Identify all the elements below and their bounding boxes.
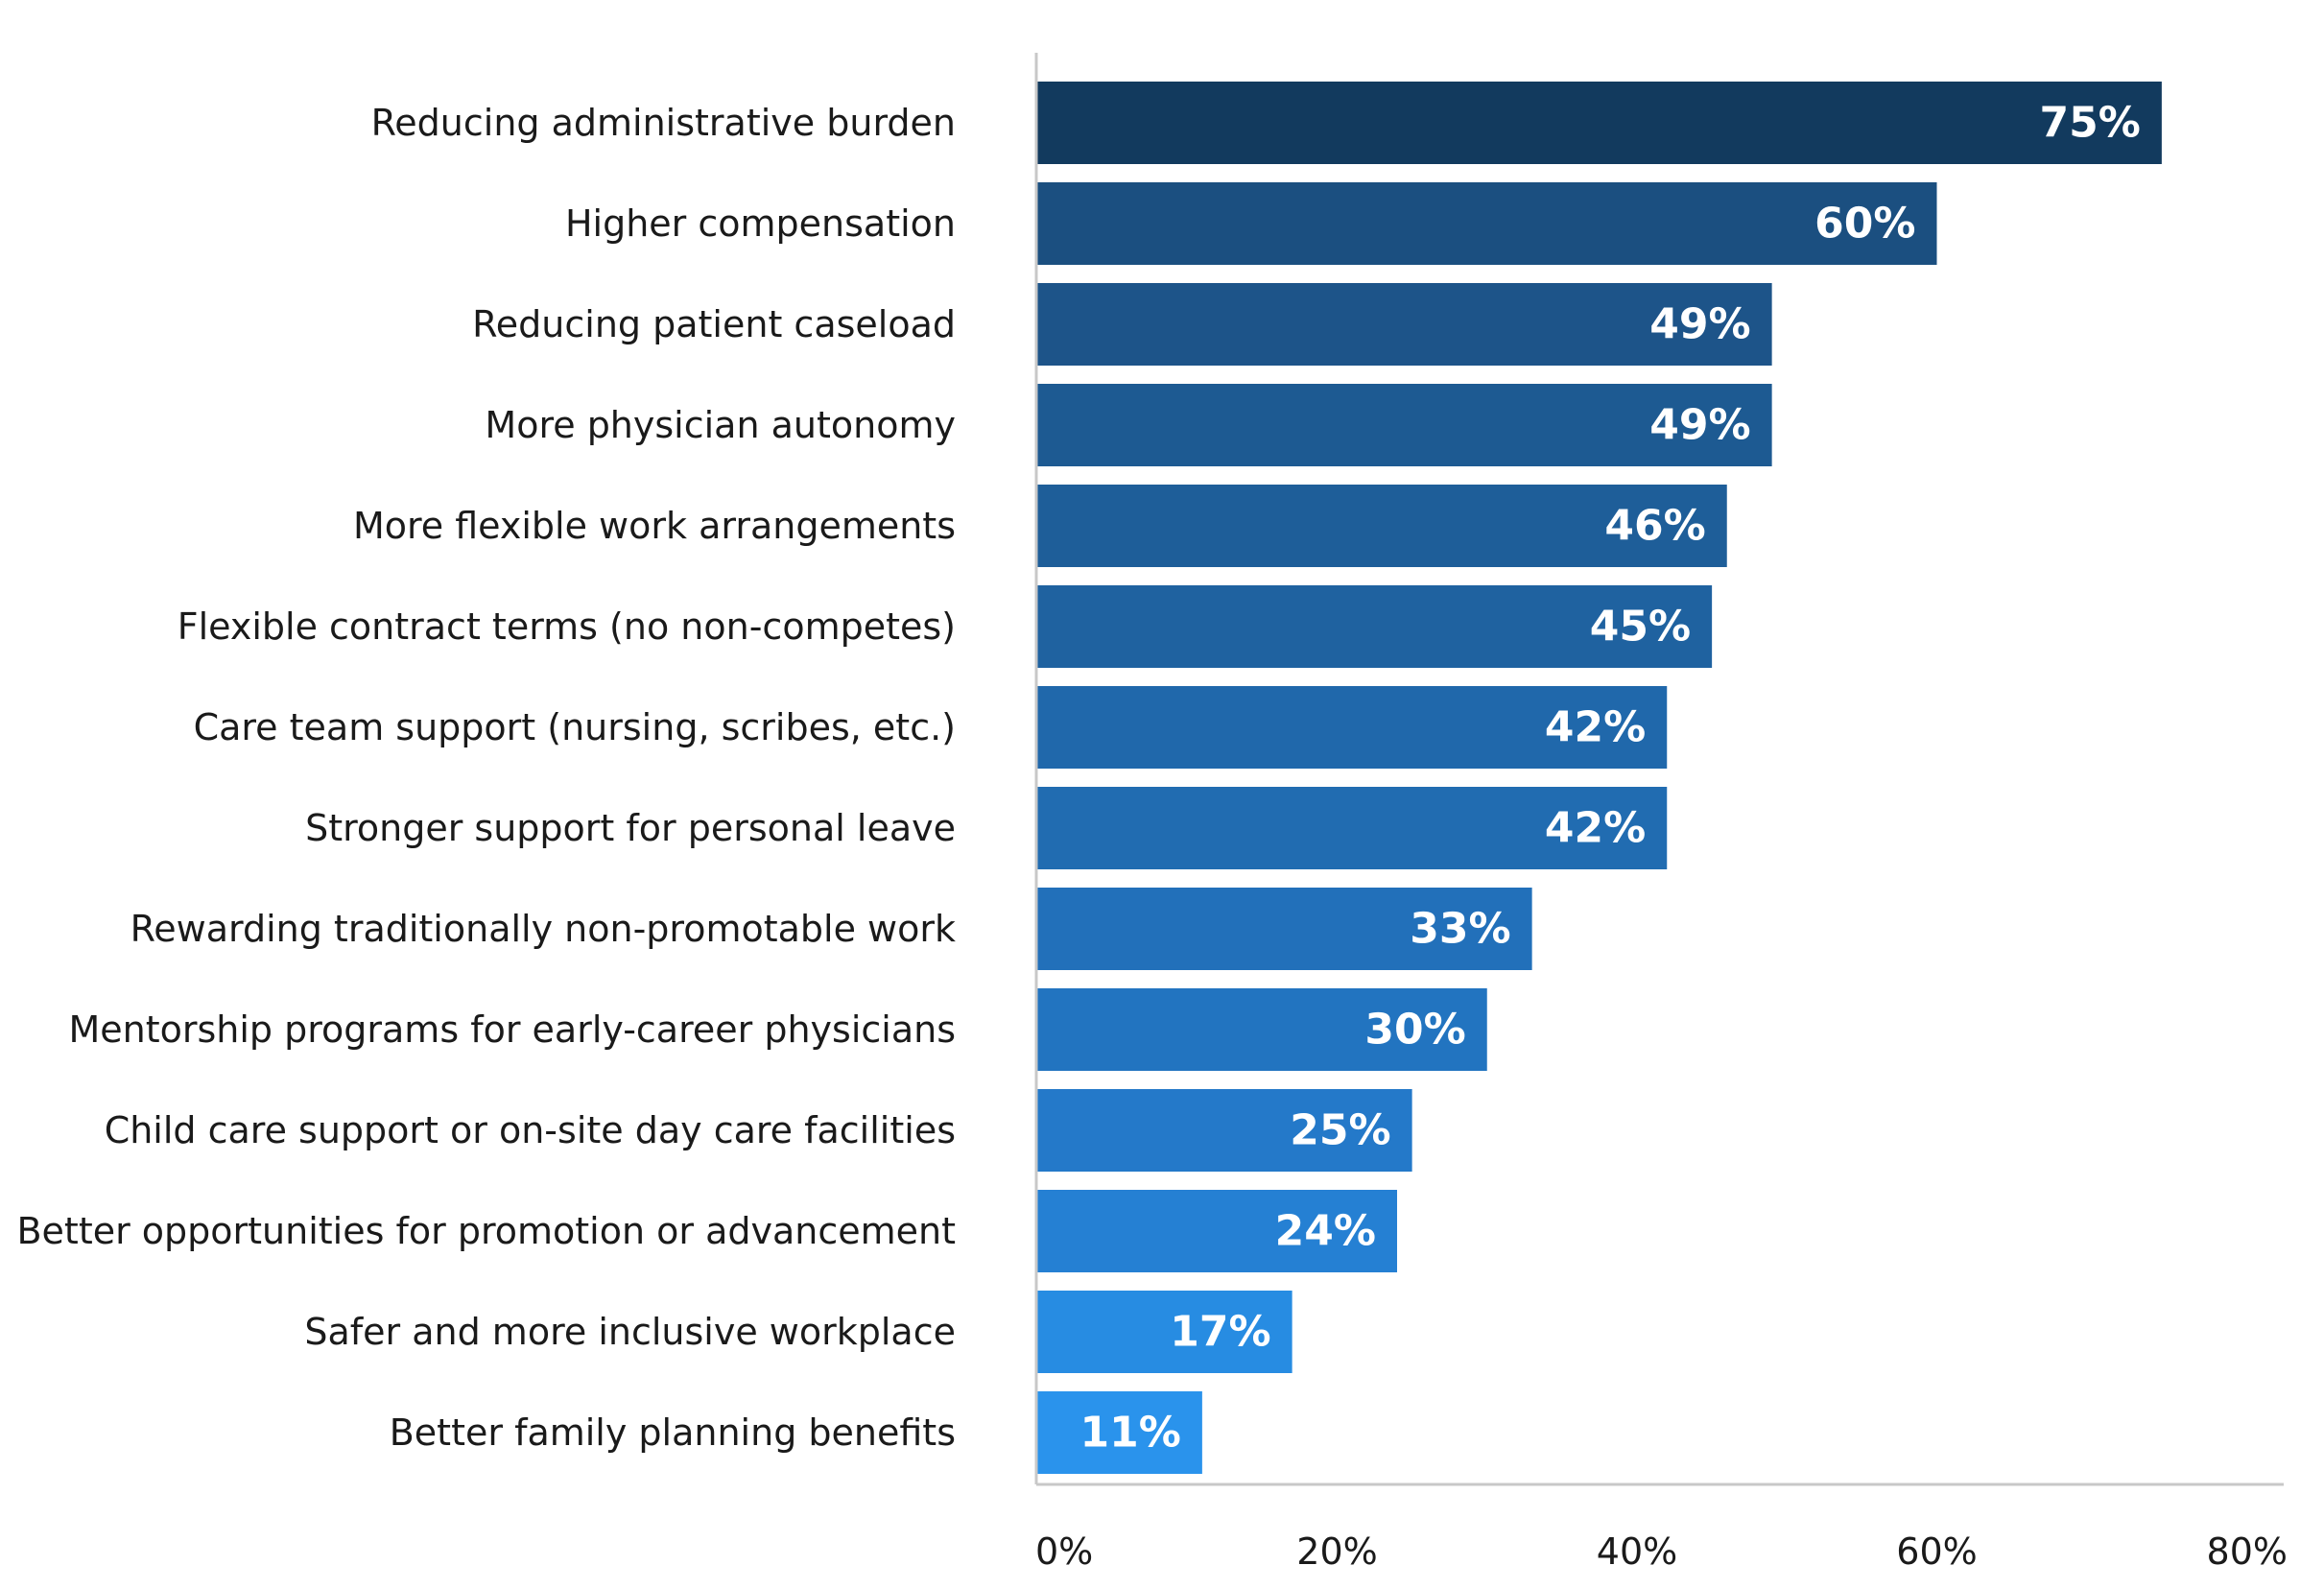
value-label: 30% xyxy=(1364,1006,1465,1055)
category-label: Higher compensation xyxy=(565,202,956,245)
bar-flexible-contract-terms-no-non-competes xyxy=(1037,585,1713,668)
value-label: 24% xyxy=(1275,1207,1376,1256)
x-tick-label: 40% xyxy=(1597,1530,1677,1573)
bar-reducing-administrative-burden xyxy=(1037,82,2162,164)
value-label: 33% xyxy=(1410,905,1510,954)
bar-more-flexible-work-arrangements xyxy=(1037,485,1727,567)
bar-rewarding-traditionally-non-promotable-work xyxy=(1037,888,1532,970)
x-tick-labels: 0% 20% 40% 60% 80% xyxy=(1035,1530,2288,1573)
category-label: Mentorship programs for early-career phy… xyxy=(68,1008,956,1051)
bars-group xyxy=(1037,82,2162,1474)
category-label: More flexible work arrangements xyxy=(353,505,956,547)
bar-mentorship-programs-for-early-career-physicians xyxy=(1037,988,1487,1071)
category-label: Better family planning benefits xyxy=(390,1411,956,1454)
bar-reducing-patient-caseload xyxy=(1037,283,1772,366)
x-tick-label: 60% xyxy=(1896,1530,1977,1573)
value-label: 42% xyxy=(1545,804,1646,853)
value-label: 75% xyxy=(2040,99,2141,148)
bar-better-family-planning-benefits xyxy=(1037,1391,1202,1474)
x-tick-label: 80% xyxy=(2207,1530,2288,1573)
bar-safer-and-more-inclusive-workplace xyxy=(1037,1291,1292,1373)
category-label: Stronger support for personal leave xyxy=(305,807,956,849)
value-label: 42% xyxy=(1545,703,1646,752)
value-label: 49% xyxy=(1649,300,1750,349)
bar-stronger-support-for-personal-leave xyxy=(1037,787,1668,869)
x-tick-label: 20% xyxy=(1296,1530,1377,1573)
category-label: Rewarding traditionally non-promotable w… xyxy=(130,908,956,950)
bar-higher-compensation xyxy=(1037,182,1937,265)
bar-more-physician-autonomy xyxy=(1037,384,1772,466)
value-label: 49% xyxy=(1649,401,1750,450)
value-label: 45% xyxy=(1590,603,1691,652)
category-labels: Reducing administrative burden Higher com… xyxy=(16,102,956,1454)
bar-care-team-support-nursing-scribes-etc xyxy=(1037,686,1668,769)
bar-child-care-support-or-on-site-day-care-facilities xyxy=(1037,1089,1412,1172)
category-label: Child care support or on-site day care f… xyxy=(105,1109,956,1151)
value-label: 60% xyxy=(1814,200,1915,249)
value-label: 17% xyxy=(1170,1308,1270,1357)
category-label: Flexible contract terms (no non-competes… xyxy=(178,605,956,648)
category-label: More physician autonomy xyxy=(485,404,956,446)
category-label: Reducing patient caseload xyxy=(472,303,956,345)
value-label: 11% xyxy=(1080,1409,1181,1458)
x-tick-label: 0% xyxy=(1035,1530,1093,1573)
category-label: Better opportunities for promotion or ad… xyxy=(16,1210,956,1252)
value-label: 25% xyxy=(1290,1106,1390,1155)
category-label: Care team support (nursing, scribes, etc… xyxy=(194,706,956,748)
value-labels: 75% 60% 49% 49% 46% 45% 42% 42% 33% 30% 25% 24% 17% 1… xyxy=(1080,99,2141,1458)
bar-better-opportunities-for-promotion-or-advancement xyxy=(1037,1190,1397,1272)
category-label: Reducing administrative burden xyxy=(371,102,956,144)
value-label: 46% xyxy=(1604,502,1705,551)
category-label: Safer and more inclusive workplace xyxy=(304,1311,956,1353)
